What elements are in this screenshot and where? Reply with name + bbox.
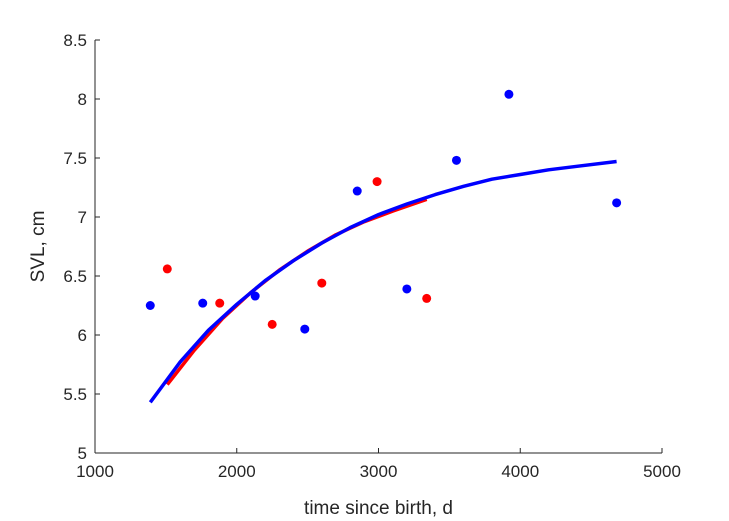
data-point-red [422,293,432,303]
data-point-blue [504,89,514,99]
data-points [145,89,622,334]
x-tick-label: 2000 [218,462,256,481]
data-point-blue [198,298,208,308]
y-tick-label: 5.5 [63,385,87,404]
y-tick-label: 6 [78,326,87,345]
data-point-blue [402,284,412,294]
axes: 1000 2000 3000 4000 5000 5 5.5 6 6.5 7 7.5 8 8.5 [63,31,681,481]
data-point-blue [250,291,260,301]
data-point-blue [352,186,362,196]
y-axis-label: SVL, cm [28,211,49,283]
y-tick-label: 6.5 [63,267,87,286]
fit-curve-blue [148,159,617,404]
fit-curve-red [165,197,428,386]
y-tick-label: 5 [78,444,87,463]
data-point-red [317,278,327,288]
x-tick-label: 5000 [643,462,681,481]
data-point-blue [451,155,461,165]
fitted-curves [148,159,617,404]
x-tick-label: 1000 [76,462,114,481]
x-tick-label: 4000 [501,462,539,481]
data-point-red [267,319,277,329]
y-tick-label: 7 [78,208,87,227]
data-point-red [215,298,225,308]
data-point-red [162,264,172,274]
y-tick-label: 8 [78,90,87,109]
x-axis-label: time since birth, d [304,498,453,519]
data-point-blue [300,324,310,334]
y-tick-label: 8.5 [63,31,87,50]
y-tick-label: 7.5 [63,149,87,168]
data-point-blue [612,198,622,208]
x-tick-label: 3000 [360,462,398,481]
data-point-red [372,177,382,187]
data-point-blue [145,301,155,310]
